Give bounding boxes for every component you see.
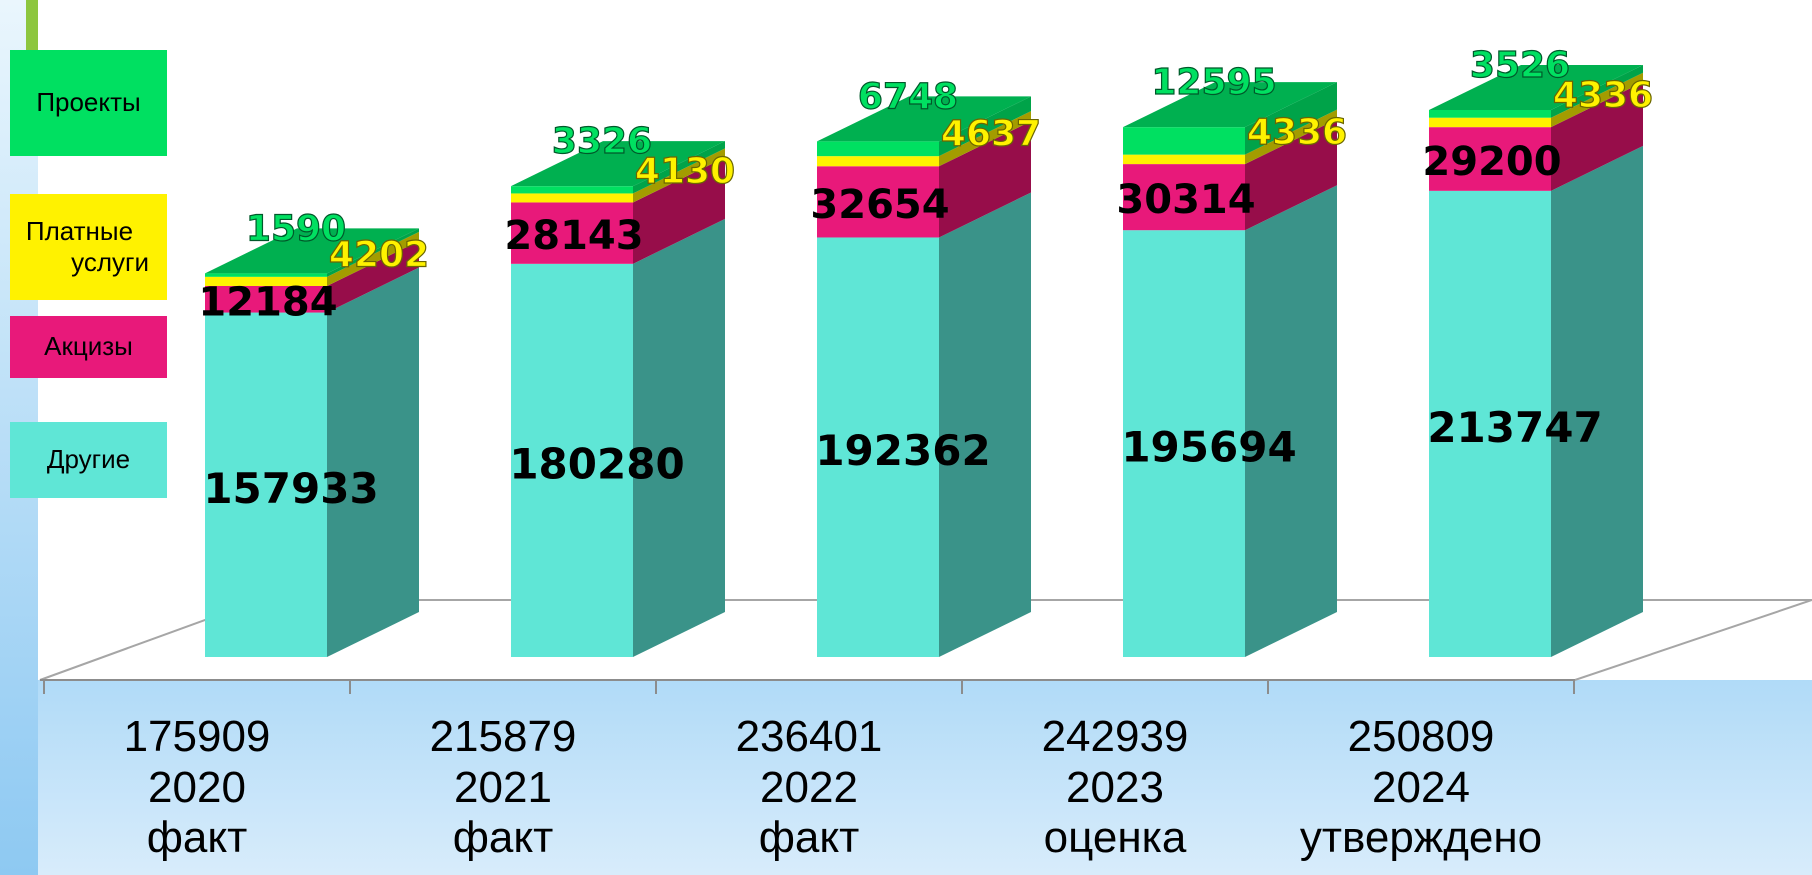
bar-front-платные-услуги (511, 193, 633, 203)
legend-label-paid-services-line1: Платные (25, 215, 134, 246)
bar-side-другие (1245, 185, 1337, 657)
value-label: 30314 (1116, 177, 1255, 223)
bar-side-платные-услуги (1551, 72, 1643, 128)
category-status: утверждено (1299, 813, 1543, 863)
bar-front-платные-услуги (205, 276, 327, 286)
bar-front-другие (1123, 230, 1245, 657)
value-label: 1590 (246, 208, 346, 249)
bar-top (1429, 65, 1643, 110)
bar-front-проекты (205, 273, 327, 277)
legend-item-paid-services: Платные услуги (10, 194, 167, 300)
category-year: 2023 (1066, 762, 1164, 812)
legend-item-excises: Акцизы (10, 316, 167, 378)
legend-label-excises-line1: Акцизы (44, 331, 133, 362)
bar-side-проекты (1245, 82, 1337, 155)
value-label: 4637 (941, 114, 1041, 155)
bar-front-платные-услуги (1123, 154, 1245, 165)
value-label: 28143 (504, 213, 643, 259)
bar-side-другие (327, 267, 419, 657)
category-year: 2021 (454, 762, 552, 812)
category-label-2022: 236401 2022 факт (679, 712, 939, 864)
bar-side-другие (633, 218, 725, 657)
bar-side-платные-услуги (327, 231, 419, 286)
bar-side-акцизы (327, 240, 419, 313)
category-year: 2024 (1372, 762, 1470, 812)
category-label-2021: 215879 2021 факт (373, 712, 633, 864)
accent-bar (26, 0, 38, 62)
bar-top (1123, 82, 1337, 128)
bar-front-платные-услуги (817, 156, 939, 167)
legend-label-other-line1: Другие (46, 444, 131, 475)
category-total: 236401 (735, 712, 883, 761)
legend-item-projects: Проекты (10, 50, 167, 156)
value-label: 12184 (198, 279, 337, 325)
bar-front-акцизы (511, 202, 633, 264)
category-total: 242939 (1041, 712, 1189, 761)
category-label-2020: 175909 2020 факт (67, 712, 327, 864)
value-label: 12595 (1151, 62, 1276, 103)
bar-top (511, 141, 725, 187)
bar-side-акцизы (1551, 82, 1643, 191)
bar-front-проекты (1429, 110, 1551, 118)
bar-side-акцизы (939, 121, 1031, 238)
category-status: факт (146, 813, 248, 863)
value-label: 3326 (552, 121, 652, 162)
bar-front-акцизы (205, 285, 327, 313)
bar-front-акцизы (1123, 164, 1245, 231)
value-label: 157933 (203, 464, 378, 513)
category-total: 250809 (1347, 712, 1495, 761)
bar-front-проекты (1123, 127, 1245, 155)
bar-side-проекты (1551, 65, 1643, 118)
bar-side-проекты (939, 96, 1031, 157)
value-label: 195694 (1121, 423, 1296, 472)
bar-side-проекты (633, 141, 725, 194)
legend-label-paid-services-line2: услуги (71, 247, 149, 277)
bar-front-другие (205, 312, 327, 657)
value-label: 6748 (858, 76, 958, 117)
category-year: 2022 (760, 762, 858, 812)
category-year: 2020 (148, 762, 246, 812)
bar-side-другие (1551, 145, 1643, 658)
bar-side-акцизы (633, 157, 725, 264)
bar-front-акцизы (1429, 127, 1551, 191)
bar-side-платные-услуги (633, 148, 725, 203)
value-label: 4336 (1553, 75, 1653, 116)
category-status: факт (758, 813, 860, 863)
bar-side-платные-услуги (939, 111, 1031, 167)
value-label: 192362 (815, 426, 990, 475)
legend-label-projects-line1: Проекты (36, 87, 141, 118)
bar-front-другие (817, 237, 939, 657)
category-total: 215879 (429, 712, 577, 761)
category-status: оценка (1043, 813, 1187, 863)
category-label-2024: 250809 2024 утверждено (1291, 712, 1551, 864)
value-label: 213747 (1427, 403, 1602, 452)
bar-front-платные-услуги (1429, 117, 1551, 128)
value-label: 32654 (810, 182, 949, 228)
bar-front-акцизы (817, 166, 939, 238)
value-label: 4202 (329, 234, 429, 275)
bar-front-другие (511, 263, 633, 657)
bar-front-проекты (817, 141, 939, 157)
value-label: 4336 (1247, 112, 1347, 153)
bar-top (817, 96, 1031, 142)
category-total: 175909 (123, 712, 271, 761)
bar-side-акцизы (1245, 119, 1337, 231)
category-label-2023: 242939 2023 оценка (985, 712, 1245, 864)
bar-front-проекты (511, 186, 633, 194)
category-status: факт (452, 813, 554, 863)
value-label: 3526 (1470, 45, 1570, 86)
value-label: 4130 (635, 151, 735, 192)
value-label: 180280 (509, 439, 684, 488)
value-label: 29200 (1422, 139, 1561, 185)
bar-side-проекты (327, 228, 419, 277)
bar-side-другие (939, 192, 1031, 657)
bar-front-другие (1429, 190, 1551, 658)
bar-top (205, 228, 419, 274)
bar-side-платные-услуги (1245, 109, 1337, 165)
legend-item-other: Другие (10, 422, 167, 498)
